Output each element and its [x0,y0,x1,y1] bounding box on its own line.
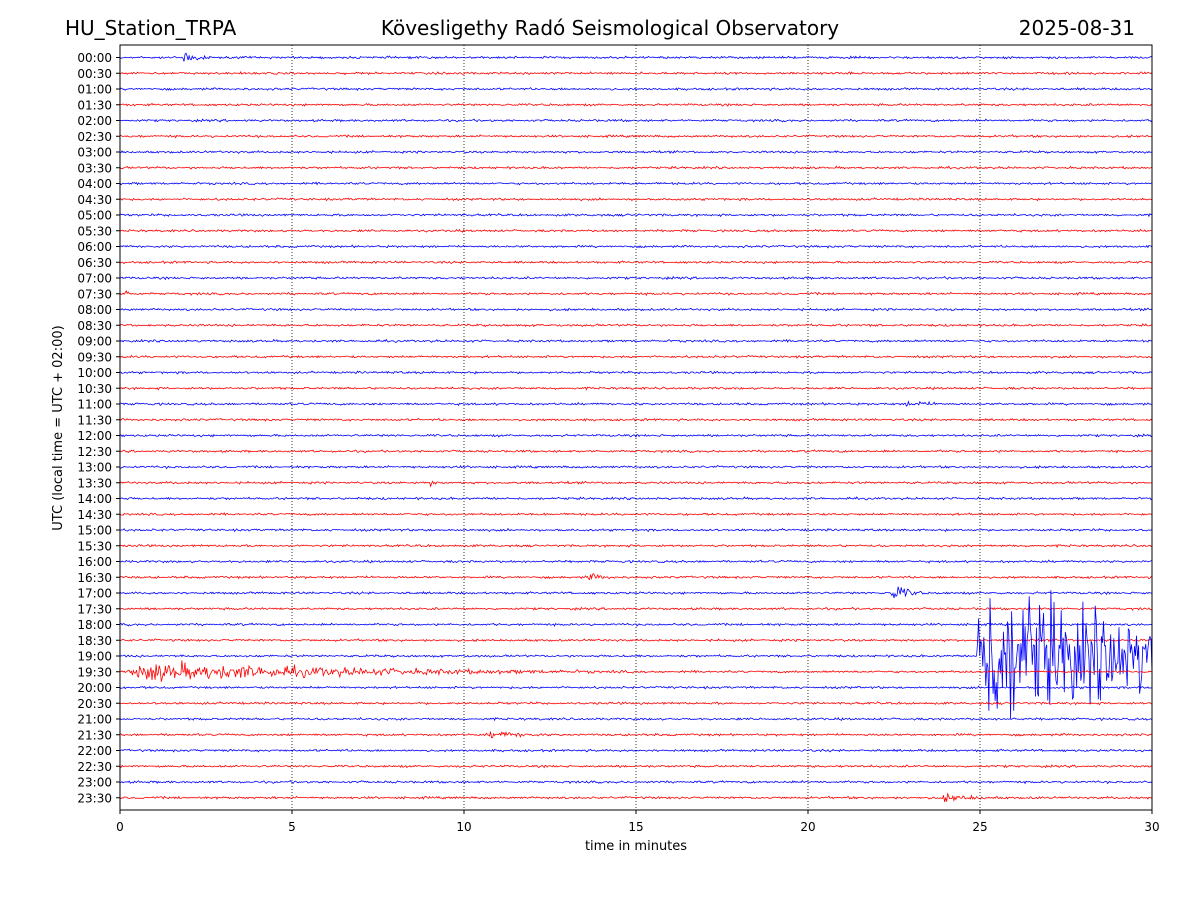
y-tick-label: 07:00 [77,272,112,286]
y-tick-label: 01:00 [77,83,112,97]
y-tick-label: 16:00 [77,555,112,569]
y-tick-label: 18:00 [77,618,112,632]
y-tick-label: 23:00 [77,776,112,790]
y-tick-label: 19:30 [77,665,112,679]
y-tick-label: 09:00 [77,335,112,349]
y-tick-label: 12:30 [77,445,112,459]
trace-1530 [119,543,1153,549]
y-axis-label: UTC (local time = UTC + 02:00) [51,325,66,530]
y-tick-label: 07:30 [77,287,112,301]
trace-1700 [119,586,1153,599]
trace-0330 [119,165,1153,170]
y-tick-label: 12:00 [77,429,112,443]
x-tick-label: 30 [1144,820,1159,834]
y-tick-label: 21:00 [77,713,112,727]
y-tick-label: 14:30 [77,508,112,522]
y-tick-label: 05:00 [77,209,112,223]
trace-0100 [119,87,1153,92]
y-tick-label: 11:30 [77,413,112,427]
x-tick-label: 15 [628,820,643,834]
y-tick-label: 09:30 [77,350,112,364]
trace-0700 [119,275,1153,281]
y-tick-label: 10:00 [77,366,112,380]
y-tick-label: 20:00 [77,681,112,695]
y-tick-label: 23:30 [77,791,112,805]
y-tick-label: 15:30 [77,539,112,553]
y-tick-label: 18:30 [77,634,112,648]
trace-0500 [119,213,1153,218]
y-tick-label: 08:00 [77,303,112,317]
trace-1500 [119,527,1153,533]
y-tick-label: 15:00 [77,524,112,538]
y-tick-label: 00:00 [77,51,112,65]
y-tick-label: 02:00 [77,114,112,128]
trace-0300 [119,149,1153,155]
x-tick-label: 0 [116,820,124,834]
trace-2130 [119,731,1153,739]
y-tick-label: 17:00 [77,587,112,601]
y-tick-label: 22:30 [77,760,112,774]
trace-1300 [119,464,1153,470]
y-tick-label: 06:00 [77,240,112,254]
chart-title: Kövesligethy Radó Seismological Observat… [380,16,840,40]
x-tick-label: 20 [800,820,815,834]
y-tick-label: 11:00 [77,398,112,412]
y-tick-label: 10:30 [77,382,112,396]
trace-1230 [119,449,1153,454]
trace-0530 [119,228,1153,233]
y-tick-label: 13:00 [77,461,112,475]
x-tick-label: 25 [972,820,987,834]
station-name: HU_Station_TRPA [65,16,237,40]
x-tick-label: 5 [288,820,296,834]
y-tick-label: 00:30 [77,67,112,81]
y-tick-label: 06:30 [77,256,112,270]
trace-1630 [119,573,1153,581]
trace-0900 [119,338,1153,343]
y-tick-label: 20:30 [77,697,112,711]
trace-2300 [119,780,1153,785]
x-axis-ticks: 0 5 10 15 20 25 30 [116,810,1160,834]
y-tick-label: 14:00 [77,492,112,506]
y-tick-label: 01:30 [77,98,112,112]
y-tick-label: 05:30 [77,224,112,238]
y-tick-label: 19:00 [77,650,112,664]
x-axis-label: time in minutes [585,839,687,854]
y-tick-label: 13:30 [77,476,112,490]
grid-layer [291,45,981,810]
y-tick-label: 04:00 [77,177,112,191]
y-tick-label: 02:30 [77,130,112,144]
y-tick-label: 22:00 [77,744,112,758]
date-label: 2025-08-31 [1018,16,1135,40]
trace-0730 [119,289,1153,297]
y-tick-label: 21:30 [77,728,112,742]
y-tick-label: 17:30 [77,602,112,616]
trace-1900 [119,590,1153,720]
y-tick-label: 03:00 [77,146,112,160]
y-tick-label: 08:30 [77,319,112,333]
y-tick-label: 03:30 [77,161,112,175]
x-tick-label: 10 [456,820,471,834]
trace-1100 [119,400,1153,407]
trace-0230 [119,134,1153,139]
trace-2030 [119,701,1153,706]
y-tick-label: 16:30 [77,571,112,585]
trace-2100 [119,717,1153,722]
y-tick-label: 04:30 [77,193,112,207]
trace-1430 [119,512,1153,517]
